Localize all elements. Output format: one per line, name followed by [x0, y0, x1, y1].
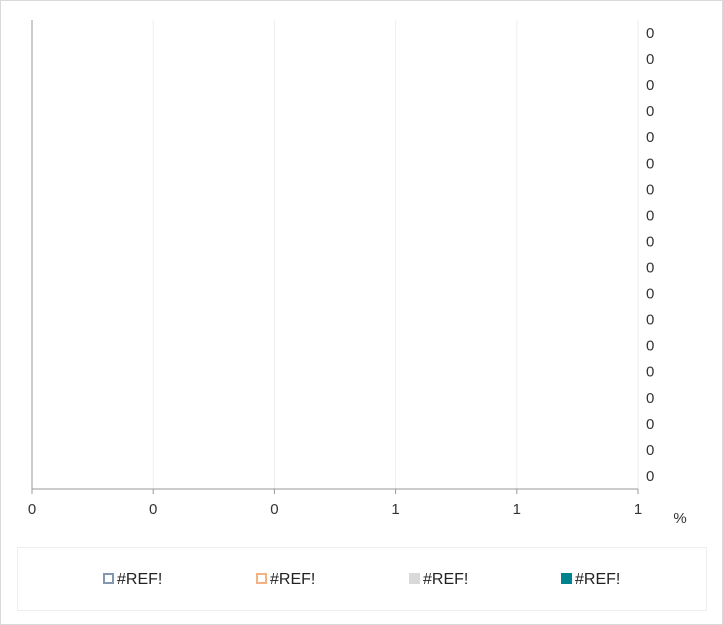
- y-tick-label: 0: [646, 390, 654, 407]
- legend-marker: [561, 573, 572, 584]
- y-tick-label: 0: [646, 77, 654, 94]
- y-tick-label: 0: [646, 442, 654, 459]
- x-tick-label: 1: [513, 501, 521, 518]
- x-tick-label: 0: [28, 501, 36, 518]
- legend-marker: [103, 573, 114, 584]
- y-tick-label: 0: [646, 103, 654, 120]
- y-tick-label: 0: [646, 207, 654, 224]
- y-tick-label: 0: [646, 468, 654, 485]
- legend-label: #REF!: [575, 571, 620, 588]
- x-axis-label: %: [673, 510, 686, 527]
- x-tick-label: 1: [634, 501, 642, 518]
- y-tick-label: 0: [646, 181, 654, 198]
- x-tick-label: 0: [270, 501, 278, 518]
- y-tick-label: 0: [646, 129, 654, 146]
- legend-label: #REF!: [270, 571, 315, 588]
- x-tick-label: 1: [391, 501, 399, 518]
- legend-box: [17, 547, 707, 611]
- y-tick-label: 0: [646, 259, 654, 276]
- y-tick-label: 0: [646, 286, 654, 303]
- y-tick-label: 0: [646, 233, 654, 250]
- x-tick-label: 0: [149, 501, 157, 518]
- legend-label: #REF!: [423, 571, 468, 588]
- y-tick-label: 0: [646, 25, 654, 42]
- legend-marker: [409, 573, 420, 584]
- y-tick-label: 0: [646, 338, 654, 355]
- y-tick-label: 0: [646, 312, 654, 329]
- y-tick-label: 0: [646, 51, 654, 68]
- legend-marker: [256, 573, 267, 584]
- y-tick-label: 0: [646, 364, 654, 381]
- y-tick-label: 0: [646, 416, 654, 433]
- legend-label: #REF!: [117, 571, 162, 588]
- y-tick-label: 0: [646, 155, 654, 172]
